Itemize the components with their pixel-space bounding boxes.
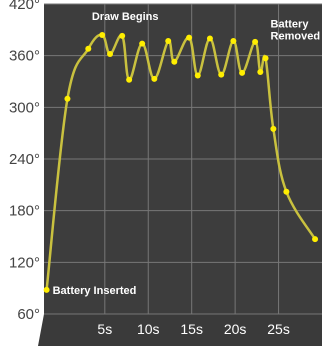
data-point <box>283 188 290 195</box>
data-point <box>218 71 225 78</box>
data-point <box>171 58 178 65</box>
y-tick-label: 420° <box>9 0 40 13</box>
y-tick-label: 120° <box>9 254 40 271</box>
data-point <box>151 75 158 82</box>
y-tick-label: 60° <box>17 306 40 323</box>
data-point <box>99 32 106 38</box>
data-point <box>312 236 319 243</box>
x-tick-label: 10s <box>137 321 160 337</box>
data-point <box>262 55 269 62</box>
data-point <box>257 69 264 76</box>
y-tick-label: 300° <box>9 99 40 116</box>
data-point <box>165 38 172 45</box>
data-point <box>239 69 246 76</box>
data-point <box>85 45 92 52</box>
data-point <box>43 286 50 293</box>
y-tick-label: 240° <box>9 151 40 168</box>
x-tick-label: 20s <box>224 321 247 337</box>
y-tick-label: 180° <box>9 203 40 220</box>
data-point <box>230 38 237 45</box>
data-point <box>206 35 213 42</box>
data-point <box>119 32 126 39</box>
annotation-battery-removed-line2: Removed <box>271 30 321 42</box>
x-tick-label: 15s <box>180 321 203 337</box>
data-point <box>270 125 277 132</box>
x-tick-label: 25s <box>267 321 290 337</box>
data-point <box>107 50 114 57</box>
annotation-battery-inserted: Battery Inserted <box>53 285 137 297</box>
data-point <box>126 76 133 83</box>
data-point <box>139 40 146 47</box>
data-point <box>186 34 193 41</box>
data-point <box>194 72 201 79</box>
x-axis-band <box>38 314 322 346</box>
data-point <box>252 38 259 45</box>
x-tick-label: 5s <box>97 321 112 337</box>
data-point <box>64 95 71 102</box>
annotation-draw-begins: Draw Begins <box>92 11 159 23</box>
y-tick-label: 360° <box>9 48 40 65</box>
annotation-battery-removed-line1: Battery <box>271 18 310 30</box>
